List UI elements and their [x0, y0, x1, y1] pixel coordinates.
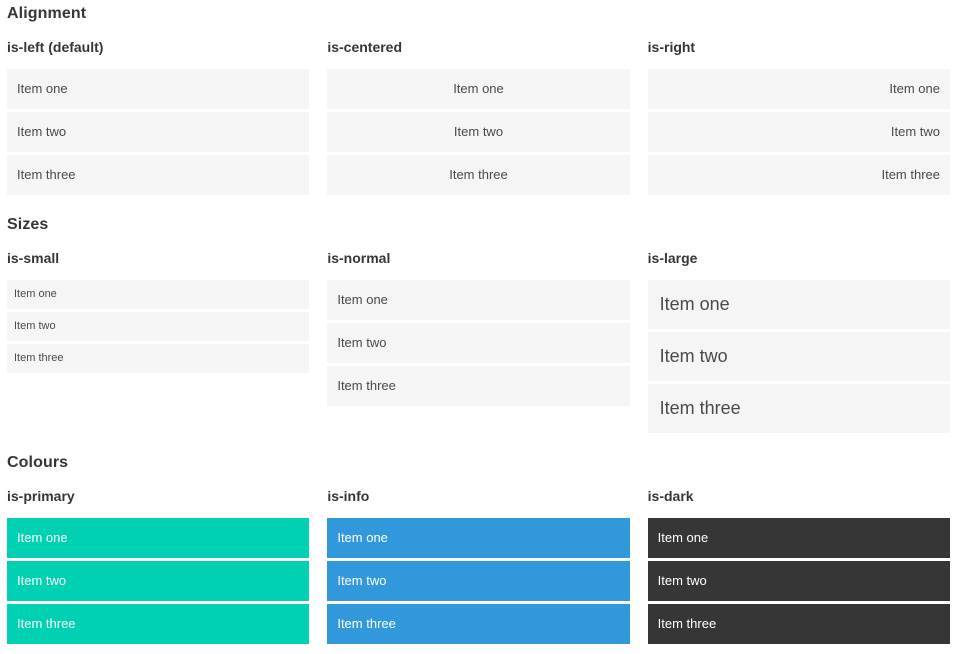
list-large: Item one Item two Item three: [647, 280, 950, 433]
list-primary: Item one Item two Item three: [7, 518, 310, 644]
group-is-left: is-left (default) Item one Item two Item…: [7, 39, 310, 198]
list-center-aligned: Item one Item two Item three: [327, 69, 630, 195]
section-title: Alignment: [7, 5, 87, 22]
list-item[interactable]: Item one: [7, 518, 310, 558]
list-item[interactable]: Item two: [327, 323, 630, 363]
list-item[interactable]: Item two: [327, 112, 630, 152]
group-label: is-small: [7, 250, 60, 266]
list-item[interactable]: Item three: [327, 366, 630, 406]
list-item[interactable]: Item three: [7, 155, 310, 195]
group-is-large: is-large Item one Item two Item three: [647, 250, 950, 436]
list-item[interactable]: Item two: [7, 561, 310, 601]
group-label: is-dark: [647, 488, 694, 504]
section-colours: Colours is-primary Item one Item two Ite…: [7, 453, 950, 647]
list-item[interactable]: Item one: [647, 280, 950, 329]
section-title: Sizes: [7, 216, 49, 233]
list-small: Item one Item two Item three: [7, 280, 310, 373]
list-item[interactable]: Item three: [327, 155, 630, 195]
section-sizes: Sizes is-small Item one Item two Item th…: [7, 215, 950, 436]
group-is-centered: is-centered Item one Item two Item three: [327, 39, 630, 198]
group-is-right: is-right Item one Item two Item three: [647, 39, 950, 198]
list-left-aligned: Item one Item two Item three: [7, 69, 310, 195]
list-item[interactable]: Item three: [647, 604, 950, 644]
list-item[interactable]: Item one: [647, 69, 950, 109]
group-is-normal: is-normal Item one Item two Item three: [327, 250, 630, 436]
group-label: is-large: [647, 250, 698, 266]
list-item[interactable]: Item two: [647, 112, 950, 152]
list-right-aligned: Item one Item two Item three: [647, 69, 950, 195]
section-colours-groups: is-primary Item one Item two Item three …: [7, 488, 950, 647]
list-info: Item one Item two Item three: [327, 518, 630, 644]
list-item[interactable]: Item three: [7, 344, 310, 373]
group-label: is-info: [327, 488, 370, 504]
section-title: Colours: [7, 454, 69, 471]
group-is-small: is-small Item one Item two Item three: [7, 250, 310, 436]
section-sizes-groups: is-small Item one Item two Item three is…: [7, 250, 950, 436]
group-is-info: is-info Item one Item two Item three: [327, 488, 630, 647]
list-item[interactable]: Item one: [647, 518, 950, 558]
list-item[interactable]: Item one: [7, 69, 310, 109]
list-normal: Item one Item two Item three: [327, 280, 630, 406]
section-alignment-groups: is-left (default) Item one Item two Item…: [7, 39, 950, 198]
list-item[interactable]: Item one: [327, 69, 630, 109]
list-item[interactable]: Item one: [7, 280, 310, 309]
group-label: is-right: [647, 39, 696, 55]
section-alignment: Alignment is-left (default) Item one Ite…: [7, 4, 950, 198]
group-label: is-primary: [7, 488, 75, 504]
list-item[interactable]: Item two: [647, 561, 950, 601]
list-item[interactable]: Item two: [327, 561, 630, 601]
list-item[interactable]: Item one: [327, 518, 630, 558]
list-dark: Item one Item two Item three: [647, 518, 950, 644]
group-is-dark: is-dark Item one Item two Item three: [647, 488, 950, 647]
list-item[interactable]: Item three: [647, 384, 950, 433]
list-item[interactable]: Item three: [7, 604, 310, 644]
group-label: is-left (default): [7, 39, 104, 55]
list-item[interactable]: Item three: [327, 604, 630, 644]
list-style-guide-page: Alignment is-left (default) Item one Ite…: [7, 4, 950, 647]
list-item[interactable]: Item two: [7, 112, 310, 152]
group-is-primary: is-primary Item one Item two Item three: [7, 488, 310, 647]
list-item[interactable]: Item two: [647, 332, 950, 381]
group-label: is-centered: [327, 39, 403, 55]
group-label: is-normal: [327, 250, 391, 266]
list-item[interactable]: Item two: [7, 312, 310, 341]
list-item[interactable]: Item one: [327, 280, 630, 320]
list-item[interactable]: Item three: [647, 155, 950, 195]
